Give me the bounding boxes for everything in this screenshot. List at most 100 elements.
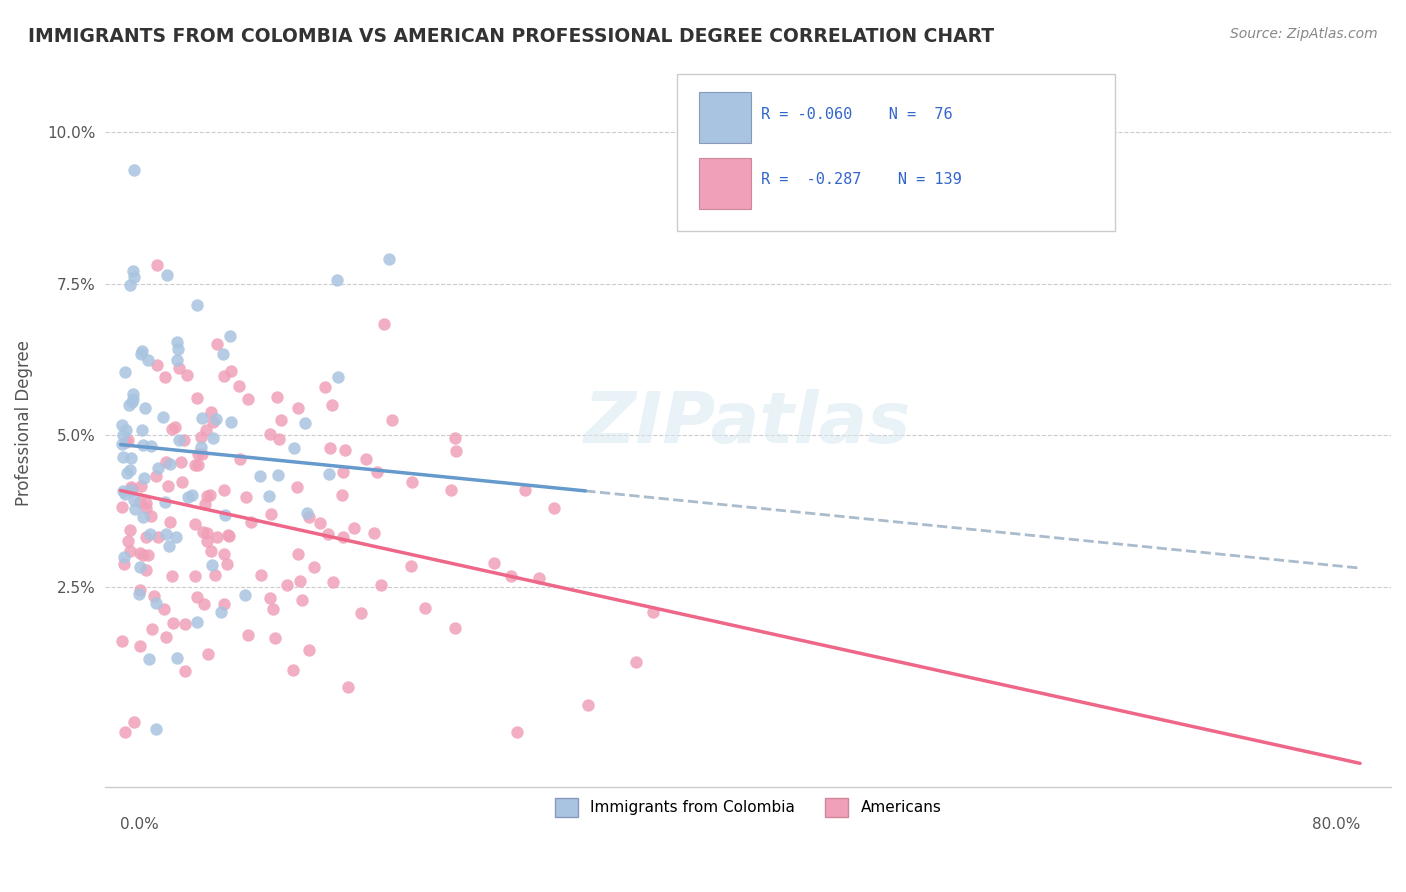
FancyBboxPatch shape [699,93,751,144]
Point [444,443,467,458]
Point [285,480,308,494]
Point [326,273,349,287]
Point [111,436,134,450]
Text: Source: ZipAtlas.com: Source: ZipAtlas.com [1230,27,1378,41]
Point [193,597,215,611]
Point [148,461,170,475]
Point [153,369,176,384]
Point [197,647,219,661]
Point [170,475,193,489]
Point [363,525,385,540]
Point [115,466,138,480]
Point [114,487,136,501]
Point [314,380,336,394]
Point [167,342,190,356]
Point [145,723,167,737]
Point [129,545,152,559]
Point [302,559,325,574]
FancyBboxPatch shape [699,158,751,209]
Point [212,547,235,561]
Text: 0.0%: 0.0% [121,817,159,832]
Point [115,423,138,437]
Point [184,516,207,531]
Point [259,591,281,606]
Point [318,467,340,481]
Point [112,450,135,464]
Point [212,368,235,383]
Point [146,358,169,372]
Point [212,598,235,612]
Point [155,526,177,541]
Point [124,502,146,516]
Point [174,617,197,632]
Point [308,516,330,530]
Point [335,442,357,457]
Point [122,387,145,401]
Point [114,366,136,380]
Point [214,508,236,522]
Point [381,412,404,426]
Point [160,422,183,436]
Point [184,458,207,472]
Point [283,441,305,455]
Text: 80.0%: 80.0% [1312,817,1360,832]
Point [115,434,138,449]
Point [166,651,188,665]
Point [576,698,599,713]
Point [198,488,221,502]
Point [332,488,354,502]
Point [233,588,256,602]
Point [131,343,153,358]
Point [117,533,139,548]
Point [378,252,401,267]
Point [122,715,145,730]
Point [212,483,235,497]
Point [209,605,232,619]
Point [174,665,197,679]
Point [173,433,195,447]
Point [200,405,222,419]
Point [120,544,142,558]
Point [366,465,388,479]
Point [114,725,136,739]
FancyBboxPatch shape [678,74,1115,230]
Point [145,596,167,610]
Point [152,409,174,424]
Point [201,558,224,572]
Point [205,530,228,544]
Point [373,317,395,331]
Point [181,488,204,502]
Point [122,263,145,277]
Point [112,483,135,498]
Point [195,526,218,541]
Point [166,335,188,350]
Point [117,398,139,412]
Point [120,451,142,466]
Point [319,441,342,455]
Point [165,530,187,544]
Point [111,634,134,648]
Point [641,605,664,619]
Point [153,602,176,616]
Point [202,415,225,429]
Point [201,431,224,445]
Point [136,548,159,562]
Point [506,725,529,739]
Point [187,447,209,461]
Point [121,482,143,496]
Point [259,508,281,522]
Point [294,416,316,430]
Point [217,528,239,542]
Point [267,433,290,447]
Point [482,556,505,570]
Point [111,428,134,442]
Point [177,490,200,504]
Point [336,681,359,695]
Point [444,431,467,445]
Text: R = -0.060    N =  76: R = -0.060 N = 76 [761,107,952,121]
Point [129,582,152,597]
Point [186,298,208,312]
Point [111,417,134,432]
Point [499,568,522,582]
Point [156,478,179,492]
